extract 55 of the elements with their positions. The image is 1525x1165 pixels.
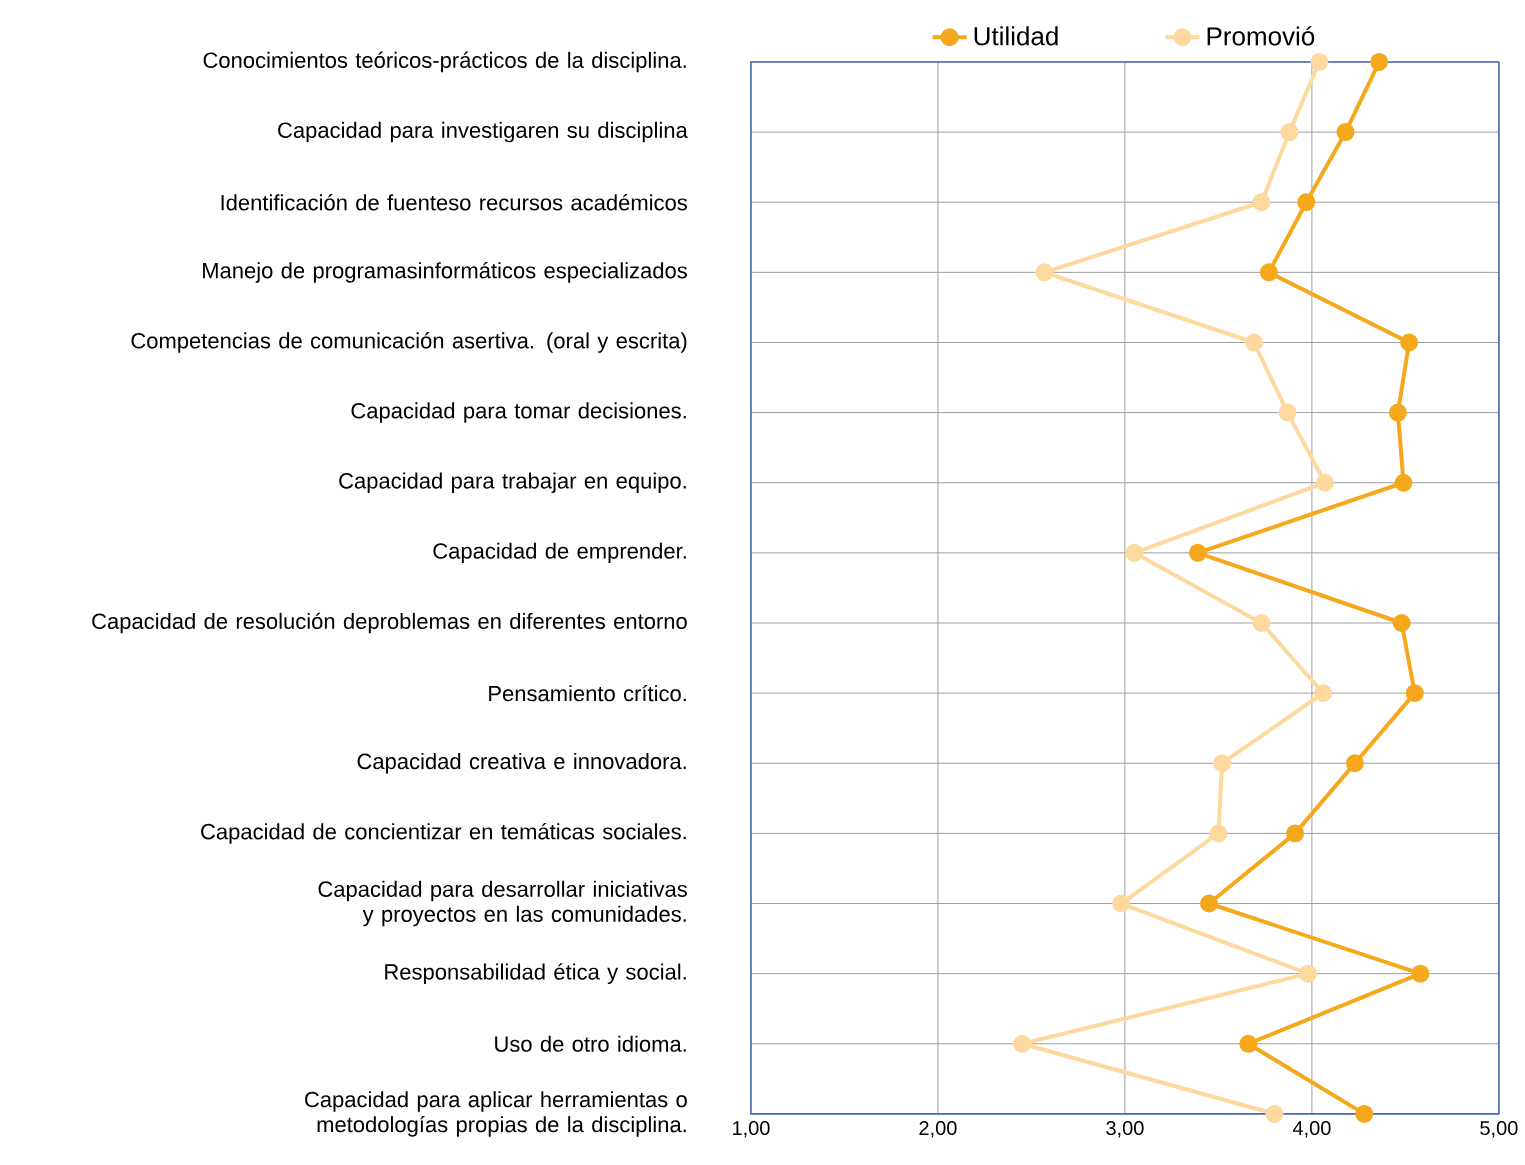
x-tick-label: 5,00 — [1480, 1121, 1518, 1138]
y-tick-label: Pensamiento crítico. — [489, 684, 686, 702]
x-tick-label: 3,00 — [1106, 1121, 1144, 1138]
y-tick-label: Capacidad para investigaren su disciplina — [278, 121, 688, 143]
point — [1280, 123, 1299, 142]
point — [1310, 53, 1329, 72]
point — [1209, 824, 1228, 843]
y-tick-label: Identificación de fuenteso recursos académicos — [221, 194, 687, 211]
point — [1035, 263, 1054, 282]
point — [1400, 333, 1419, 352]
y-tick-label: Capacidad para tomar decisiones. — [351, 402, 686, 423]
point — [1244, 333, 1263, 352]
point — [1411, 964, 1430, 983]
point — [1394, 473, 1413, 492]
point — [1265, 1104, 1284, 1123]
point — [1299, 964, 1318, 983]
point — [1239, 1034, 1258, 1053]
y-tick-label: Capacidad de emprender. — [433, 542, 686, 564]
point — [1013, 1034, 1032, 1053]
point — [1278, 403, 1297, 422]
x-tick-label: 2,00 — [919, 1121, 957, 1138]
x-tick-label: 1,00 — [733, 1121, 770, 1138]
point — [1315, 473, 1334, 492]
y-tick-label: Capacidad para desarrollar iniciativas y proyectos en las comunidades. — [318, 880, 687, 927]
y-tick-label: Manejo de programasinformáticos especializados — [203, 262, 687, 283]
point — [1252, 193, 1271, 212]
point — [1297, 193, 1316, 212]
legend-label: Promovió — [1207, 26, 1315, 46]
y-tick-label: Capacidad de concientizar en temáticas sociales. — [201, 823, 686, 844]
x-tick-label: 4,00 — [1292, 1121, 1331, 1138]
y-tick-label: Uso de otro idioma. — [495, 1035, 686, 1052]
point — [1336, 123, 1355, 142]
point — [1213, 754, 1232, 773]
point — [1392, 614, 1411, 633]
y-tick-label: Capacidad para trabajar en equipo. — [339, 472, 686, 494]
y-tick-label: Competencias de comunicación asertiva. (oral y escrita) — [131, 332, 687, 353]
point — [1112, 894, 1131, 913]
point — [1200, 894, 1219, 913]
y-tick-label: Capacidad de resolución deproblemas en diferentes entorno — [92, 612, 687, 634]
point — [1370, 53, 1389, 72]
point — [1345, 754, 1364, 773]
point — [1388, 403, 1407, 422]
legend-label: Utilidad — [974, 26, 1058, 46]
y-tick-label: Responsabilidad ética y social. — [385, 963, 686, 985]
point — [1286, 824, 1305, 843]
y-tick-label: Capacidad para aplicar herramientas o metodologías propias de la disciplina. — [305, 1091, 687, 1137]
y-tick-label: Conocimientos teóricos-prácticos de la disciplina. — [203, 51, 686, 73]
point — [1405, 684, 1424, 703]
point — [1125, 543, 1144, 562]
point — [1355, 1104, 1374, 1123]
point — [1188, 543, 1207, 562]
point — [1259, 263, 1278, 282]
point — [1252, 614, 1271, 633]
y-tick-label: Capacidad creativa e innovadora. — [357, 753, 686, 774]
point — [1314, 684, 1333, 703]
